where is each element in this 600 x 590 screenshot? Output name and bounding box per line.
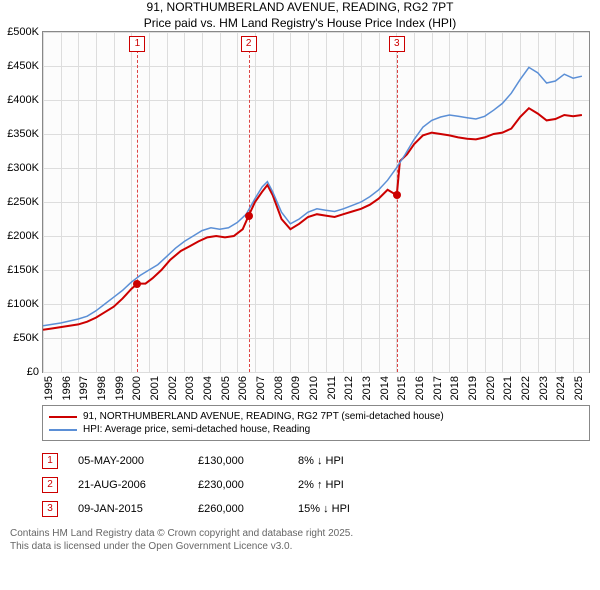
y-tick-label: £450K — [7, 60, 39, 72]
y-tick-label: £400K — [7, 94, 39, 106]
x-tick-label: 2017 — [432, 376, 444, 400]
plot-area: £0£50K£100K£150K£200K£250K£300K£350K£400… — [42, 31, 590, 373]
legend-row: HPI: Average price, semi-detached house,… — [49, 423, 583, 436]
y-tick-label: £200K — [7, 230, 39, 242]
event-row: 1 05-MAY-2000 £130,000 8% ↓ HPI — [42, 449, 590, 473]
y-tick-label: £300K — [7, 162, 39, 174]
legend-label: HPI: Average price, semi-detached house,… — [83, 424, 310, 435]
event-price: £260,000 — [198, 503, 278, 515]
event-row: 3 09-JAN-2015 £260,000 15% ↓ HPI — [42, 497, 590, 521]
event-number: 2 — [42, 477, 58, 493]
legend-label: 91, NORTHUMBERLAND AVENUE, READING, RG2 … — [83, 411, 444, 422]
marker-box: 3 — [389, 36, 405, 52]
y-tick-label: £350K — [7, 128, 39, 140]
event-date: 05-MAY-2000 — [78, 455, 178, 467]
x-tick-label: 2025 — [573, 376, 585, 400]
event-number: 3 — [42, 501, 58, 517]
event-price: £230,000 — [198, 479, 278, 491]
x-tick-label: 2016 — [414, 376, 426, 400]
y-tick-label: £150K — [7, 264, 39, 276]
x-tick-label: 2014 — [379, 376, 391, 400]
x-tick-label: 2001 — [149, 376, 161, 400]
event-date: 09-JAN-2015 — [78, 503, 178, 515]
marker-dot — [245, 212, 253, 220]
marker-dot — [393, 191, 401, 199]
marker-box: 1 — [129, 36, 145, 52]
event-date: 21-AUG-2006 — [78, 479, 178, 491]
x-tick-label: 1998 — [96, 376, 108, 400]
x-tick-label: 2012 — [343, 376, 355, 400]
event-delta: 2% ↑ HPI — [298, 479, 378, 491]
x-tick-label: 2023 — [538, 376, 550, 400]
marker-dot — [133, 280, 141, 288]
x-tick-label: 2018 — [449, 376, 461, 400]
x-tick-label: 2015 — [396, 376, 408, 400]
x-tick-label: 2019 — [467, 376, 479, 400]
x-tick-label: 2011 — [326, 376, 338, 400]
x-tick-label: 2005 — [220, 376, 232, 400]
footnote-line1: Contains HM Land Registry data © Crown c… — [10, 527, 590, 540]
x-tick-label: 2008 — [273, 376, 285, 400]
event-delta: 15% ↓ HPI — [298, 503, 378, 515]
x-tick-label: 2009 — [290, 376, 302, 400]
x-tick-label: 1999 — [114, 376, 126, 400]
x-tick-label: 2000 — [131, 376, 143, 400]
x-tick-label: 2010 — [308, 376, 320, 400]
legend-swatch — [49, 416, 77, 418]
y-tick-label: £50K — [13, 332, 39, 344]
event-number: 1 — [42, 453, 58, 469]
x-tick-label: 1996 — [61, 376, 73, 400]
marker-box: 2 — [241, 36, 257, 52]
chart-container: 91, NORTHUMBERLAND AVENUE, READING, RG2 … — [0, 0, 600, 553]
x-tick-label: 2002 — [167, 376, 179, 400]
event-table: 1 05-MAY-2000 £130,000 8% ↓ HPI 2 21-AUG-2006… — [42, 449, 590, 521]
series-price_paid — [43, 108, 582, 330]
x-tick-label: 2021 — [502, 376, 514, 400]
y-tick-label: £100K — [7, 298, 39, 310]
footnote: Contains HM Land Registry data © Crown c… — [10, 527, 590, 553]
chart-title-line1: 91, NORTHUMBERLAND AVENUE, READING, RG2 … — [0, 0, 600, 16]
legend-swatch — [49, 429, 77, 431]
event-price: £130,000 — [198, 455, 278, 467]
x-tick-label: 1997 — [78, 376, 90, 400]
x-tick-label: 2022 — [520, 376, 532, 400]
x-tick-label: 2006 — [237, 376, 249, 400]
legend: 91, NORTHUMBERLAND AVENUE, READING, RG2 … — [42, 405, 590, 441]
x-tick-label: 2007 — [255, 376, 267, 400]
x-tick-label: 2020 — [485, 376, 497, 400]
x-tick-label: 1995 — [43, 376, 55, 400]
footnote-line2: This data is licensed under the Open Gov… — [10, 540, 590, 553]
x-tick-label: 2004 — [202, 376, 214, 400]
legend-row: 91, NORTHUMBERLAND AVENUE, READING, RG2 … — [49, 410, 583, 423]
x-tick-label: 2003 — [184, 376, 196, 400]
x-tick-label: 2024 — [555, 376, 567, 400]
series-hpi — [43, 68, 582, 326]
y-tick-label: £0 — [27, 366, 39, 378]
event-delta: 8% ↓ HPI — [298, 455, 378, 467]
y-tick-label: £250K — [7, 196, 39, 208]
event-row: 2 21-AUG-2006 £230,000 2% ↑ HPI — [42, 473, 590, 497]
gridline-h — [43, 372, 589, 373]
chart-title-line2: Price paid vs. HM Land Registry's House … — [0, 16, 600, 32]
chart-lines — [43, 32, 589, 372]
y-tick-label: £500K — [7, 26, 39, 38]
x-tick-label: 2013 — [361, 376, 373, 400]
